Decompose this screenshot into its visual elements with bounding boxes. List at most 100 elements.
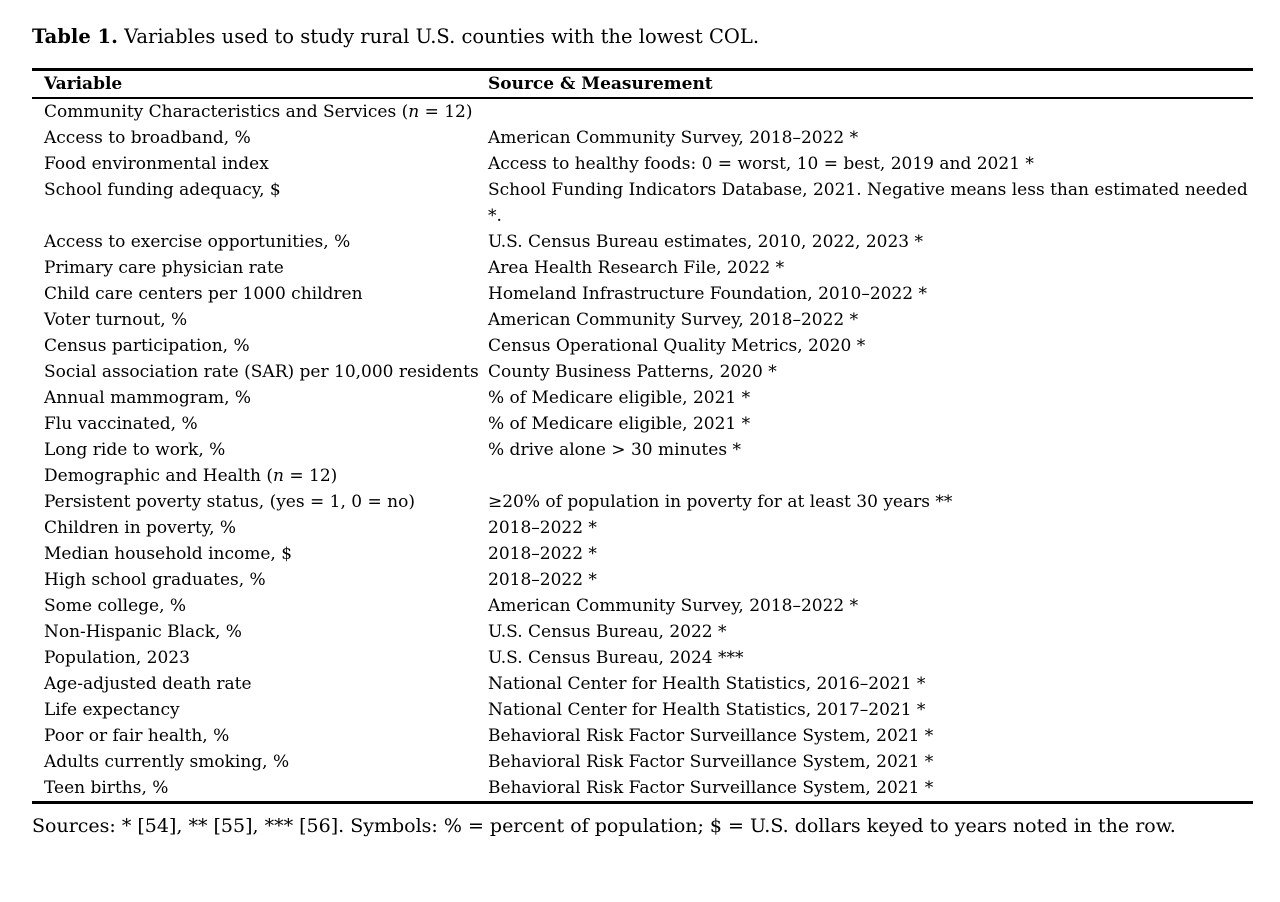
source-cell: Area Health Research File, 2022 * [488, 258, 785, 279]
table-row: Population, 2023 U.S. Census Bureau, 2024… [32, 645, 1253, 671]
table-row: Age-adjusted death rate National Center f… [32, 671, 1253, 697]
source-cell: School Funding Indicators Database, 2021… [488, 180, 1248, 227]
variable-cell: Adults currently smoking, % [32, 749, 488, 775]
text-segment: Some college, % [44, 596, 187, 617]
table-row: Non-Hispanic Black, % U.S. Census Bureau,… [32, 619, 1253, 645]
variable-cell: Population, 2023 [32, 645, 488, 671]
table-row: Life expectancy National Center for Healt… [32, 697, 1253, 723]
variable-cell: Social association rate (SAR) per 10,000… [32, 359, 488, 385]
variable-cell: Non-Hispanic Black, % [32, 619, 488, 645]
variable-cell: Primary care physician rate [32, 255, 488, 281]
text-segment: Flu vaccinated, % [44, 414, 198, 435]
text-segment: Persistent poverty status, (yes = 1, 0 =… [44, 492, 415, 513]
source-cell: National Center for Health Statistics, 2… [488, 700, 926, 721]
variable-cell: School funding adequacy, $ [32, 177, 488, 229]
source-cell: 2018–2022 * [488, 570, 597, 591]
text-segment: Demographic and Health ( [44, 466, 274, 487]
variable-cell: Community Characteristics and Services (… [32, 98, 488, 125]
text-segment: High school graduates, % [44, 570, 266, 591]
variable-cell: Child care centers per 1000 children [32, 281, 488, 307]
text-segment: = 12) [283, 466, 338, 487]
text-segment: Children in poverty, % [44, 518, 237, 539]
text-segment: Life expectancy [44, 700, 180, 721]
source-cell: American Community Survey, 2018–2022 * [488, 128, 859, 149]
source-cell: National Center for Health Statistics, 2… [488, 674, 926, 695]
source-cell: ≥20% of population in poverty for at lea… [488, 492, 953, 513]
text-segment: Non-Hispanic Black, % [44, 622, 242, 643]
source-cell: U.S. Census Bureau, 2022 * [488, 622, 727, 643]
source-cell: American Community Survey, 2018–2022 * [488, 596, 859, 617]
table-row: Some college, % American Community Survey… [32, 593, 1253, 619]
variable-cell: Some college, % [32, 593, 488, 619]
table-row: Voter turnout, % American Community Surve… [32, 307, 1253, 333]
table-row: Access to broadband, % American Community… [32, 125, 1253, 151]
variable-cell: Food environmental index [32, 151, 488, 177]
text-segment: School funding adequacy, $ [44, 180, 281, 201]
text-segment: Teen births, % [44, 778, 169, 799]
variable-cell: Persistent poverty status, (yes = 1, 0 =… [32, 489, 488, 515]
table-row: Adults currently smoking, % Behavioral Ri… [32, 749, 1253, 775]
column-header-source: Source & Measurement [488, 69, 1253, 100]
source-cell: Census Operational Quality Metrics, 2020… [488, 336, 866, 357]
text-segment: Child care centers per 1000 children [44, 284, 363, 305]
source-cell [488, 463, 1253, 489]
source-cell: 2018–2022 * [488, 544, 597, 565]
text-segment: Census participation, % [44, 336, 250, 357]
text-segment: Annual mammogram, % [44, 388, 252, 409]
text-segment: Social association rate (SAR) per 10,000… [44, 362, 479, 383]
table-row: Persistent poverty status, (yes = 1, 0 =… [32, 489, 1253, 515]
source-cell: County Business Patterns, 2020 * [488, 362, 777, 383]
text-segment: Median household income, $ [44, 544, 293, 565]
table-row: Access to exercise opportunities, % U.S. … [32, 229, 1253, 255]
text-segment: Access to broadband, % [44, 128, 251, 149]
text-segment: Age-adjusted death rate [44, 674, 252, 695]
source-cell: % of Medicare eligible, 2021 * [488, 414, 751, 435]
table-row: Teen births, % Behavioral Risk Factor Sur… [32, 775, 1253, 803]
variable-cell: Age-adjusted death rate [32, 671, 488, 697]
table-row: Primary care physician rate Area Health R… [32, 255, 1253, 281]
table-footnote: Sources: * [54], ** [55], *** [56]. Symb… [32, 815, 1176, 838]
variable-cell: Access to exercise opportunities, % [32, 229, 488, 255]
variable-cell: Life expectancy [32, 697, 488, 723]
source-cell: Access to healthy foods: 0 = worst, 10 =… [488, 154, 1034, 175]
source-cell: % of Medicare eligible, 2021 * [488, 388, 751, 409]
table-row: Food environmental index Access to health… [32, 151, 1253, 177]
source-cell: Behavioral Risk Factor Surveillance Syst… [488, 752, 934, 773]
variable-cell: Demographic and Health (n = 12) [32, 463, 488, 489]
source-cell: American Community Survey, 2018–2022 * [488, 310, 859, 331]
source-cell: Homeland Infrastructure Foundation, 2010… [488, 284, 927, 305]
source-cell: % drive alone > 30 minutes * [488, 440, 741, 461]
table-row: Children in poverty, % 2018–2022 * [32, 515, 1253, 541]
source-cell: U.S. Census Bureau estimates, 2010, 2022… [488, 232, 923, 253]
variable-cell: Teen births, % [32, 775, 488, 803]
source-cell: Behavioral Risk Factor Surveillance Syst… [488, 726, 934, 747]
variable-cell: Poor or fair health, % [32, 723, 488, 749]
table-row: Median household income, $ 2018–2022 * [32, 541, 1253, 567]
variable-cell: Annual mammogram, % [32, 385, 488, 411]
source-cell: 2018–2022 * [488, 518, 597, 539]
table-row: Annual mammogram, % % of Medicare eligibl… [32, 385, 1253, 411]
variable-cell: Long ride to work, % [32, 437, 488, 463]
text-segment: Poor or fair health, % [44, 726, 230, 747]
variable-cell: Access to broadband, % [32, 125, 488, 151]
text-segment: Community Characteristics and Services ( [44, 102, 409, 123]
variable-cell: Census participation, % [32, 333, 488, 359]
italic-text: n [273, 466, 284, 487]
text-segment: Access to exercise opportunities, % [44, 232, 351, 253]
text-segment: Population, 2023 [44, 648, 190, 669]
source-cell: Behavioral Risk Factor Surveillance Syst… [488, 778, 934, 799]
variable-cell: High school graduates, % [32, 567, 488, 593]
table-row: Flu vaccinated, % % of Medicare eligible,… [32, 411, 1253, 437]
table-caption-label: Table 1. [32, 25, 118, 48]
table-row: School funding adequacy, $ School Funding… [32, 177, 1253, 229]
variable-cell: Voter turnout, % [32, 307, 488, 333]
variable-cell: Median household income, $ [32, 541, 488, 567]
column-header-variable: Variable [32, 69, 488, 100]
variable-cell: Flu vaccinated, % [32, 411, 488, 437]
table-row: Social association rate (SAR) per 10,000… [32, 359, 1253, 385]
variable-cell: Children in poverty, % [32, 515, 488, 541]
table-caption-text: Variables used to study rural U.S. count… [117, 25, 760, 48]
text-segment: Voter turnout, % [44, 310, 188, 331]
table-row: Poor or fair health, % Behavioral Risk Fa… [32, 723, 1253, 749]
